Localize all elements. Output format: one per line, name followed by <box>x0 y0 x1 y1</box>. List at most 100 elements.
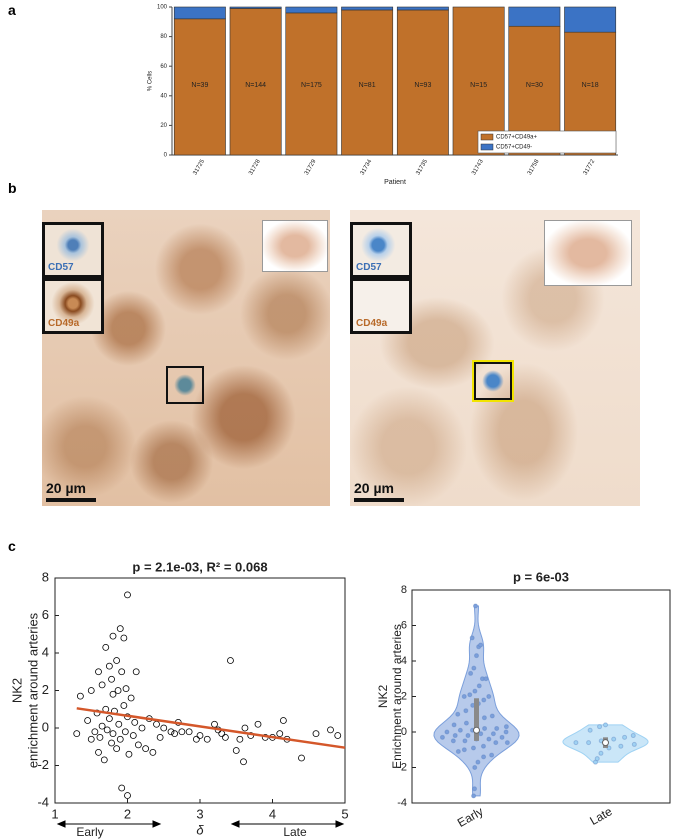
panel-label: a <box>8 2 16 18</box>
point <box>105 662 113 670</box>
point <box>489 713 495 719</box>
y-tick-label: -4 <box>397 797 407 809</box>
point <box>240 758 247 766</box>
point <box>211 720 218 728</box>
point <box>120 702 128 709</box>
point <box>149 748 157 756</box>
bar-segment <box>396 9 449 156</box>
y-tick-label: 80 <box>160 34 167 40</box>
point <box>451 722 457 728</box>
point <box>481 715 487 721</box>
inset: CD57 <box>350 222 412 278</box>
point <box>276 730 284 738</box>
y-tick-label: 6 <box>401 619 407 631</box>
y-tick-label: 0 <box>401 726 407 738</box>
point <box>108 739 115 747</box>
point <box>504 740 510 746</box>
point <box>167 728 175 736</box>
inset: CD49a <box>350 278 412 334</box>
panel-label: c <box>8 538 16 554</box>
point <box>196 732 204 739</box>
point <box>473 603 479 609</box>
point <box>586 740 592 746</box>
point <box>116 625 124 633</box>
micrograph: CD57 CD49a 20 µm <box>42 210 330 506</box>
legend-box <box>477 130 617 154</box>
point <box>192 735 200 743</box>
bar-annotation: N=39 <box>191 82 208 89</box>
point <box>463 708 469 714</box>
point <box>96 733 104 741</box>
micrograph: CD57 CD49a 20 µm <box>350 210 640 506</box>
point <box>138 724 146 732</box>
bar-annotation: N=175 <box>301 82 322 89</box>
inset-label: CD49a <box>48 318 80 329</box>
point <box>203 735 211 743</box>
point <box>171 730 179 738</box>
point <box>100 756 108 764</box>
bar-annotation: N=15 <box>470 82 487 89</box>
point <box>631 741 637 747</box>
point <box>227 657 234 664</box>
point <box>87 687 95 694</box>
inset-label: CD57 <box>356 262 382 273</box>
point <box>461 694 467 699</box>
point <box>98 722 106 730</box>
point <box>84 717 92 724</box>
point <box>134 741 142 749</box>
point <box>472 786 478 792</box>
x-tick-label: 31729 <box>304 158 318 176</box>
point <box>327 726 334 734</box>
bar-segment <box>452 6 505 156</box>
x-tick-label: 2 <box>124 806 131 821</box>
point <box>118 784 126 792</box>
point <box>439 734 445 740</box>
inset: CD49a <box>42 278 104 334</box>
point <box>471 793 477 799</box>
point <box>467 692 473 698</box>
point <box>108 675 115 683</box>
median <box>602 739 609 747</box>
point <box>142 745 150 753</box>
point <box>455 711 461 717</box>
point <box>91 728 99 736</box>
point <box>105 715 113 723</box>
point <box>153 720 160 728</box>
point <box>109 690 117 698</box>
x-tick-label: 31772 <box>583 158 597 176</box>
point <box>129 732 137 739</box>
y-tick-label: 2 <box>42 682 49 697</box>
point <box>465 733 471 739</box>
bar-segment <box>229 8 282 156</box>
point <box>455 749 461 755</box>
point <box>95 748 102 756</box>
x-annotation: Early <box>76 825 103 839</box>
point <box>73 730 81 738</box>
y-tick-label: -2 <box>37 757 49 772</box>
point <box>493 740 499 746</box>
point <box>472 688 478 694</box>
x-tick-label: 31725 <box>192 158 206 176</box>
cell-box <box>166 366 204 404</box>
point <box>630 733 636 739</box>
point <box>472 765 478 770</box>
point <box>95 668 102 676</box>
point <box>503 724 509 730</box>
y-tick-label: 4 <box>401 655 407 667</box>
point <box>469 635 475 641</box>
chart-title: p = 2.1e-03, R² = 0.068 <box>132 559 267 574</box>
point <box>124 591 131 599</box>
inset: CD57 <box>42 222 104 278</box>
y-tick-label: 2 <box>401 690 407 702</box>
point <box>478 642 484 648</box>
point <box>478 731 484 737</box>
bar-segment <box>285 12 338 156</box>
point <box>489 752 495 758</box>
point <box>121 728 129 736</box>
point <box>503 729 509 735</box>
bar-annotation: N=81 <box>359 82 376 89</box>
point <box>486 694 492 699</box>
point <box>592 759 598 765</box>
point <box>457 727 463 733</box>
